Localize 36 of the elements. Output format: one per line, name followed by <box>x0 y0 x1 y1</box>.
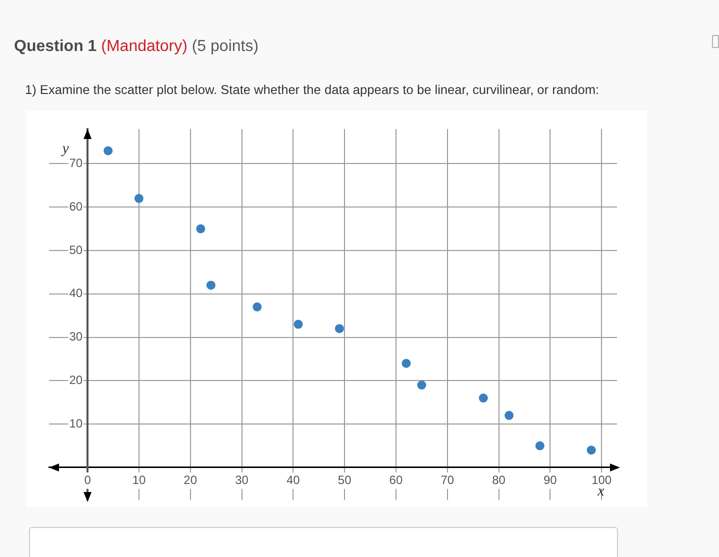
x-tick-label: 70 <box>440 472 454 487</box>
x-tick-label: 50 <box>338 472 352 487</box>
y-tick-label: 50 <box>69 242 83 257</box>
point <box>402 358 411 368</box>
x-tick-label: 20 <box>184 472 198 487</box>
y-tick-label: 10 <box>69 416 83 430</box>
point <box>196 224 206 234</box>
point <box>294 320 303 329</box>
y-tick-label: 40 <box>69 286 83 300</box>
point <box>535 441 544 450</box>
y-tick-label: 30 <box>69 330 83 344</box>
x-tick-label: 90 <box>543 472 558 487</box>
y-axis-title: y <box>60 140 70 157</box>
x-tick-label: 100 <box>592 472 612 487</box>
x-tick-label: 80 <box>492 472 506 487</box>
x-tick-label: 0 <box>84 472 92 487</box>
point <box>134 194 144 203</box>
point <box>252 302 262 312</box>
x-tick-label: 40 <box>286 472 300 487</box>
text: (Mandatory) <box>101 38 188 55</box>
point <box>504 410 514 420</box>
y-tick-label: 60 <box>69 199 83 214</box>
chart-subtitle: 1) Examine the scatter plot below. State whether the data appears to be linear, curvilinear, or random: <box>25 82 600 97</box>
chart-title: Question 1 <box>14 38 97 55</box>
point <box>104 146 113 156</box>
point <box>586 446 596 455</box>
point <box>206 280 216 290</box>
x-tick-label: 30 <box>235 472 249 487</box>
y-tick-label: 20 <box>69 372 83 387</box>
x-tick-label: 10 <box>132 472 146 487</box>
point <box>417 380 426 390</box>
x-tick-label: 60 <box>389 472 403 487</box>
point <box>478 394 488 403</box>
point <box>334 324 344 334</box>
y-tick-label: 70 <box>69 156 83 170</box>
text: (5 points) <box>192 38 259 55</box>
